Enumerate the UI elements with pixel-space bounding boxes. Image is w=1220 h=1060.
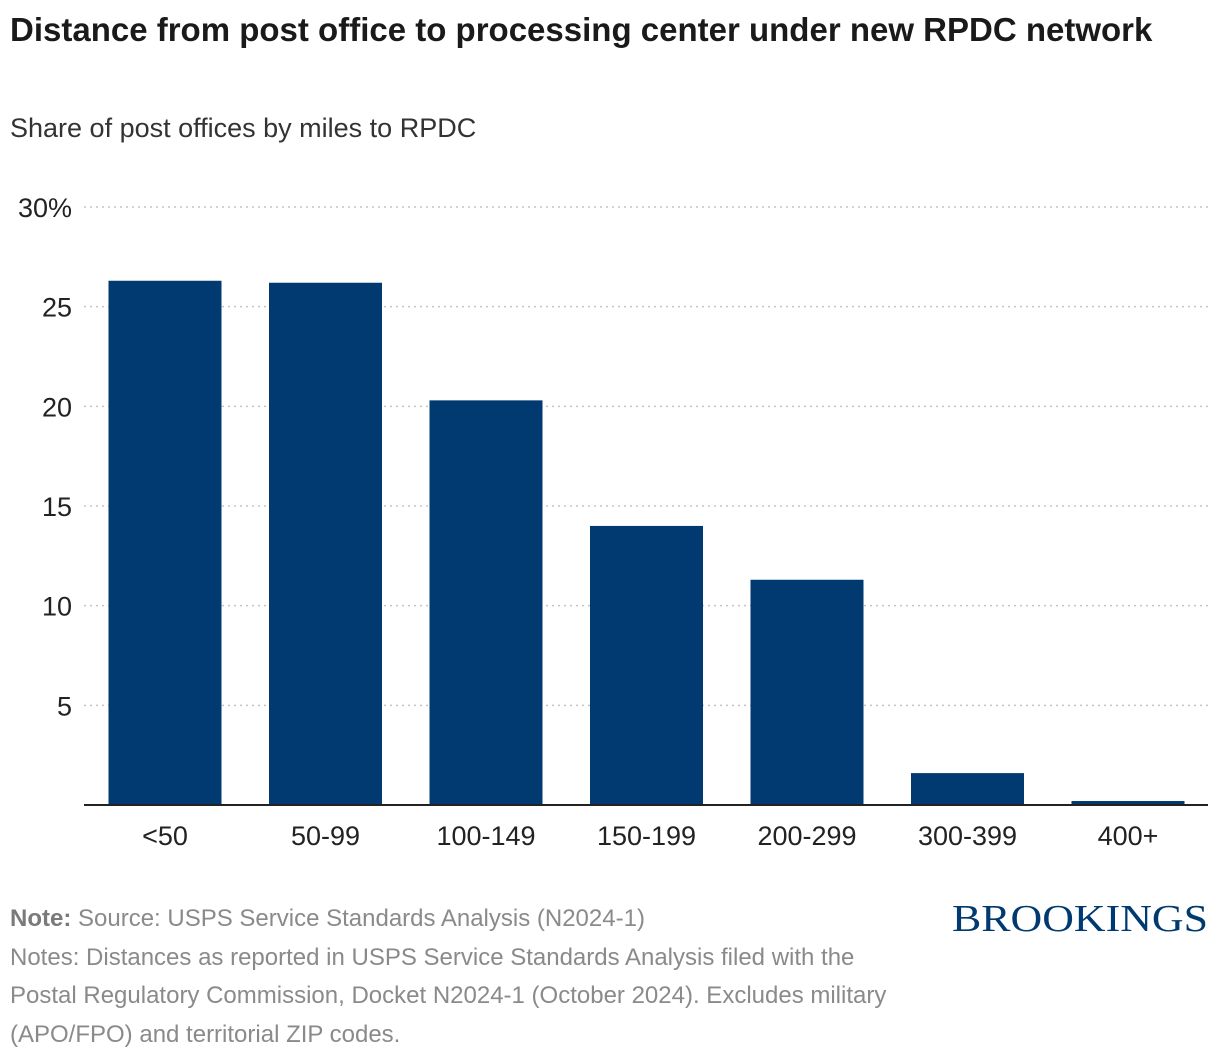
x-axis-ticks: <50 50-99 100-149 150-199 200-299 300-399 400+ bbox=[142, 821, 1158, 851]
bar-chart: 5 10 15 20 25 30% <50 50-99 100-149 150-199 200-2… bbox=[18, 193, 1208, 851]
y-tick-label: 15 bbox=[42, 492, 72, 522]
chart-notes: Note: Source: USPS Service Standards Ana… bbox=[10, 900, 910, 1054]
x-tick-label: 200-299 bbox=[757, 821, 856, 851]
note-label: Note: bbox=[10, 905, 72, 932]
x-tick-label: 300-399 bbox=[918, 821, 1017, 851]
brookings-logo-text: BROOKINGS bbox=[952, 898, 1208, 940]
bar bbox=[108, 280, 222, 806]
y-tick-label: 20 bbox=[42, 392, 72, 422]
y-tick-label: 10 bbox=[42, 592, 72, 622]
x-tick-label: <50 bbox=[142, 821, 188, 851]
source-text: Source: USPS Service Standards Analysis … bbox=[78, 905, 645, 932]
x-tick-label: 150-199 bbox=[597, 821, 696, 851]
bar bbox=[590, 525, 703, 805]
bar bbox=[1071, 801, 1185, 805]
x-tick-label: 50-99 bbox=[291, 821, 360, 851]
y-tick-label: 25 bbox=[42, 293, 72, 323]
x-tick-label: 100-149 bbox=[436, 821, 535, 851]
y-tick-label: 5 bbox=[57, 691, 72, 721]
bars bbox=[108, 280, 1185, 806]
y-tick-label: 30% bbox=[18, 193, 72, 223]
bar bbox=[429, 400, 543, 805]
bar bbox=[269, 282, 382, 805]
chart-subtitle: Share of post offices by miles to RPDC bbox=[10, 113, 477, 143]
bar bbox=[750, 579, 864, 805]
bar bbox=[911, 773, 1024, 805]
y-axis-ticks: 5 10 15 20 25 30% bbox=[18, 193, 72, 721]
notes-text: Notes: Distances as reported in USPS Ser… bbox=[10, 943, 887, 1048]
x-tick-label: 400+ bbox=[1098, 821, 1159, 851]
brookings-logo: BROOKINGS bbox=[952, 898, 1208, 940]
chart-title: Distance from post office to processing … bbox=[10, 11, 1153, 48]
source-line: Note: Source: USPS Service Standards Ana… bbox=[10, 900, 910, 939]
